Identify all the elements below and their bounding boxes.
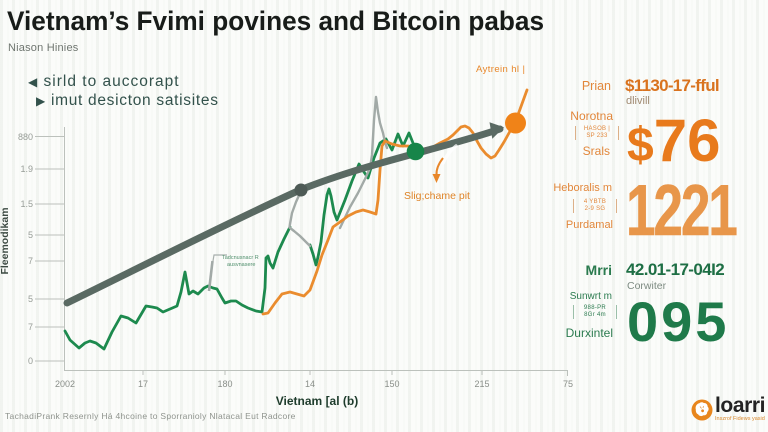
svg-text:7: 7 bbox=[28, 322, 33, 332]
svg-text:0: 0 bbox=[28, 356, 33, 366]
svg-text:215: 215 bbox=[474, 379, 489, 389]
svg-text:Slig;chame pit: Slig;chame pit bbox=[404, 190, 470, 202]
svg-text:14: 14 bbox=[305, 379, 315, 389]
svg-text:880: 880 bbox=[18, 132, 33, 142]
svg-text:1.5: 1.5 bbox=[20, 199, 33, 209]
svg-text:Fleemodikam: Fleemodikam bbox=[0, 207, 11, 274]
svg-text:75: 75 bbox=[563, 379, 573, 389]
svg-text:Tadcnusnacr R: Tadcnusnacr R bbox=[222, 255, 259, 261]
svg-text:7: 7 bbox=[28, 256, 33, 266]
svg-text:2002: 2002 bbox=[55, 379, 75, 389]
svg-text:Aytrein hl |: Aytrein hl | bbox=[476, 64, 525, 75]
svg-text:1.9: 1.9 bbox=[20, 164, 33, 174]
svg-text:17: 17 bbox=[138, 379, 148, 389]
svg-text:ausvnasere: ausvnasere bbox=[227, 262, 255, 268]
svg-text:5: 5 bbox=[28, 294, 33, 304]
svg-text:5: 5 bbox=[28, 230, 33, 240]
svg-text:180: 180 bbox=[217, 379, 232, 389]
svg-text:150: 150 bbox=[384, 379, 399, 389]
